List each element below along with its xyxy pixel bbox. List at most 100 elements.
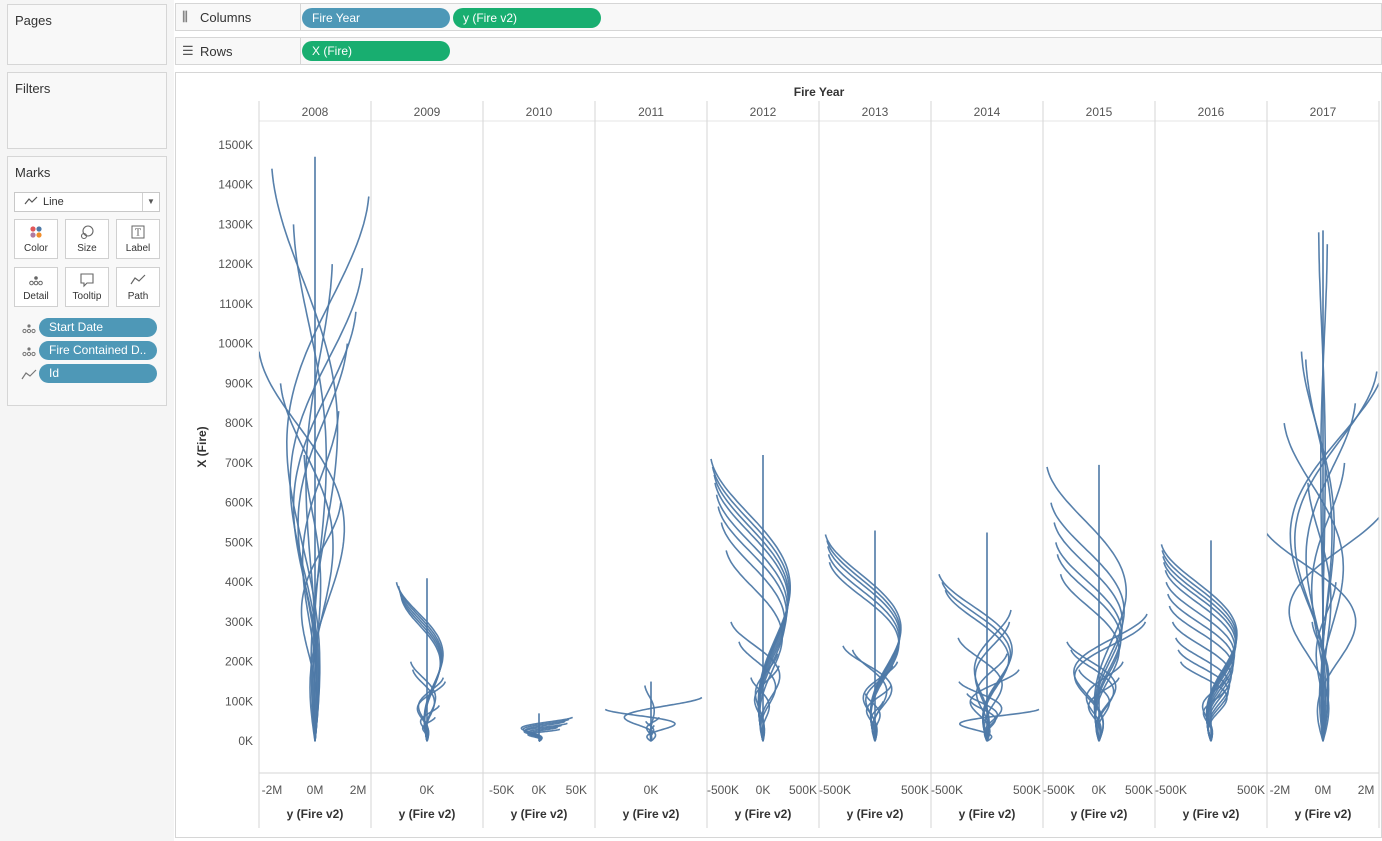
y-tick-label: 500K — [225, 535, 253, 549]
color-dots-icon — [15, 224, 57, 240]
x-tick-label: 0M — [1315, 783, 1332, 797]
fire-spiral-line — [285, 196, 370, 742]
y-tick-label: 200K — [225, 655, 253, 669]
viz-area: Fire Year X (Fire) 0K 100K 200K 300K 400K 500K 6… — [175, 72, 1382, 838]
columns-pill-y-fire-v2[interactable]: y (Fire v2) — [453, 8, 601, 28]
y-tick-label: 1100K — [219, 297, 253, 311]
fire-spiral-line — [720, 522, 786, 742]
path-line-icon — [21, 368, 37, 382]
fire-spiral-line — [1078, 669, 1111, 742]
x-axis-title: y (Fire v2) — [959, 807, 1016, 821]
panel-year-header: 2011 — [638, 105, 664, 119]
x-axis-title: y (Fire v2) — [735, 807, 792, 821]
rows-icon: ☰ — [182, 43, 194, 58]
x-tick-label: -2M — [262, 783, 283, 797]
line-mark-icon — [24, 196, 38, 209]
pages-card[interactable]: Pages — [7, 4, 167, 65]
rows-pill-x-fire[interactable]: X (Fire) — [302, 41, 450, 61]
mark-type-dropdown[interactable]: Line ▼ — [14, 192, 160, 212]
marks-tooltip-label: Tooltip — [72, 291, 102, 302]
fire-spiral-line — [279, 383, 334, 742]
chevron-down-icon[interactable]: ▼ — [142, 193, 159, 211]
y-tick-label: 600K — [225, 496, 253, 510]
fire-spiral-line — [958, 708, 1040, 742]
y-tick-label: 900K — [225, 376, 253, 390]
x-axis-title: y (Fire v2) — [287, 807, 344, 821]
fire-spiral-line — [827, 554, 901, 742]
filters-card[interactable]: Filters — [7, 72, 167, 149]
x-tick-label: -50K — [489, 783, 514, 797]
fire-spiral-line — [527, 728, 561, 742]
x-tick-label: -500K — [707, 783, 739, 797]
marks-path-button[interactable]: Path — [116, 267, 160, 307]
fire-spiral-line — [644, 685, 656, 742]
path-line-icon — [117, 272, 159, 288]
fire-spiral-line — [1310, 462, 1346, 742]
marks-field-fire-contained-date[interactable]: Fire Contained D.. — [39, 341, 157, 360]
y-tick-label: 300K — [225, 615, 253, 629]
fire-spiral-line — [1161, 550, 1238, 742]
fire-spiral-line — [958, 681, 1003, 742]
fire-spiral-line — [421, 717, 436, 742]
marks-size-button[interactable]: Size — [65, 219, 109, 259]
fire-spiral-line — [604, 708, 676, 742]
columns-shelf[interactable]: ⫼ Columns Fire Year y (Fire v2) — [175, 3, 1382, 31]
fire-spiral-line — [753, 665, 780, 742]
left-sidebar: Pages Filters Marks Line ▼ Color Size — [0, 0, 174, 841]
spiral-line-chart: Fire Year X (Fire) 0K 100K 200K 300K 400K 500K 6… — [195, 85, 1380, 828]
panel-year-header: 2016 — [1198, 105, 1225, 119]
columns-icon: ⫼ — [182, 9, 188, 24]
svg-text:T: T — [135, 229, 141, 239]
fire-spiral-line — [1311, 621, 1330, 742]
fire-spiral-line — [714, 482, 789, 742]
marks-tooltip-button[interactable]: Tooltip — [65, 267, 109, 307]
fire-spiral-line — [395, 582, 444, 742]
x-tick-label: 0K — [532, 783, 547, 797]
marks-field-id[interactable]: Id — [39, 364, 157, 383]
pages-card-title: Pages — [15, 13, 52, 28]
columns-pill-fire-year[interactable]: Fire Year — [302, 8, 450, 28]
marks-color-button[interactable]: Color — [14, 219, 58, 259]
marks-detail-label: Detail — [23, 291, 49, 302]
fire-spiral-line — [1085, 661, 1124, 742]
marks-color-label: Color — [24, 243, 48, 254]
x-tick-label: 0K — [1092, 783, 1107, 797]
x-tick-label: -500K — [1043, 783, 1075, 797]
fire-spiral-line — [869, 701, 884, 742]
fire-spiral-line — [400, 597, 442, 742]
marks-field-start-date[interactable]: Start Date — [39, 318, 157, 337]
marks-label-button[interactable]: T Label — [116, 219, 160, 259]
detail-dots-icon — [15, 272, 57, 288]
x-axis-title: y (Fire v2) — [1295, 807, 1352, 821]
panel-year-header: 2017 — [1310, 105, 1337, 119]
y-tick-label: 1000K — [218, 337, 253, 351]
x-tick-label: -500K — [1155, 783, 1187, 797]
marks-detail-button[interactable]: Detail — [14, 267, 58, 307]
fire-spiral-line — [1267, 532, 1357, 742]
x-tick-label: -500K — [931, 783, 963, 797]
fire-spiral-line — [1202, 689, 1227, 742]
fire-spiral-line — [416, 681, 447, 742]
x-tick-label: 500K — [1237, 783, 1265, 797]
fire-spiral-line — [300, 502, 342, 742]
fire-spiral-line — [289, 267, 364, 742]
panel-year-header: 2013 — [862, 105, 889, 119]
marks-path-label: Path — [127, 291, 149, 302]
fire-spiral-line — [419, 705, 440, 742]
label-text-icon: T — [117, 224, 159, 240]
fire-spiral-line — [1293, 371, 1378, 742]
fire-spiral-line — [1305, 403, 1357, 742]
y-tick-label: 1300K — [218, 217, 253, 231]
x-tick-label: 0K — [756, 783, 771, 797]
rows-shelf[interactable]: ☰ Rows X (Fire) — [175, 37, 1382, 65]
columns-shelf-label: Columns — [200, 10, 252, 25]
x-axis-title: y (Fire v2) — [399, 807, 456, 821]
fire-spiral-line — [292, 311, 357, 742]
mark-type-label: Line — [43, 196, 64, 208]
fire-spiral-line — [292, 224, 328, 742]
fire-spiral-line — [957, 637, 1003, 742]
y-tick-label: 100K — [225, 694, 253, 708]
x-tick-label: 500K — [1125, 783, 1153, 797]
x-axis-title: y (Fire v2) — [623, 807, 680, 821]
x-axis-title: y (Fire v2) — [511, 807, 568, 821]
